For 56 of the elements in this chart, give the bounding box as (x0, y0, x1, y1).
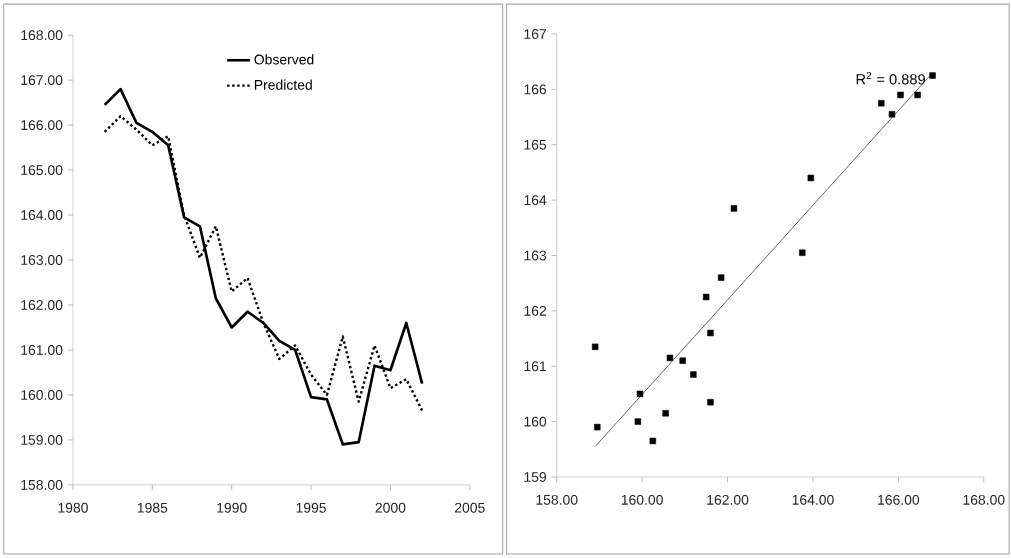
point (679, 357, 686, 364)
y-tick-label: 165 (524, 139, 547, 150)
x-tick-label: 1995 (296, 502, 326, 513)
y-tick-label: 166 (524, 84, 547, 95)
point (636, 390, 644, 398)
x-tick-label: 158.00 (536, 495, 578, 505)
y-tick-label: 161.00 (21, 345, 63, 355)
point (707, 399, 714, 406)
y-tick-label: 164 (524, 195, 547, 206)
y-tick-label: 161 (524, 361, 547, 372)
point (591, 343, 599, 351)
point (807, 174, 815, 182)
x-tick-label: 1990 (217, 502, 247, 513)
point (888, 111, 896, 118)
x-tick-label: 1980 (58, 502, 88, 513)
point (662, 410, 669, 417)
point (634, 418, 642, 425)
y-tick-label: 167 (524, 29, 546, 40)
y-tick-label: 159 (524, 472, 547, 482)
point (594, 424, 601, 431)
point (799, 249, 806, 256)
x-tick-label: 160.00 (621, 495, 663, 505)
y-tick-label: 166.00 (21, 120, 63, 131)
y-tick-label: 158.00 (21, 480, 63, 490)
legend-label: Observed (254, 54, 314, 65)
x-tick-label: 2005 (454, 502, 485, 513)
point (649, 437, 656, 445)
x-tick-label: 166.00 (878, 495, 920, 505)
x-tick-label: 168.00 (963, 495, 1005, 505)
y-tick-label: 162.00 (21, 300, 63, 311)
y-tick-label: 160.00 (21, 390, 63, 400)
x-tick-label: 2000 (375, 502, 406, 513)
point (914, 91, 921, 99)
legend-label: Predicted (254, 79, 312, 90)
y-tick-label: 159.00 (21, 435, 63, 445)
y-tick-label: 163 (524, 250, 547, 261)
y-tick-label: 162 (524, 306, 546, 316)
y-tick-label: 167.00 (21, 75, 63, 86)
point (929, 72, 936, 79)
point (690, 371, 697, 378)
point (897, 91, 904, 99)
y-tick-label: 164.00 (21, 210, 63, 221)
point (730, 205, 738, 212)
annotation: R$^{2}$ = 0.889 (856, 71, 925, 85)
x-tick-label: 1985 (137, 502, 168, 513)
point (703, 293, 710, 301)
y-tick-label: 168.00 (21, 30, 63, 41)
point (717, 274, 725, 281)
y-tick-label: 163.00 (21, 255, 63, 266)
point (666, 354, 674, 362)
y-tick-label: 165.00 (21, 165, 63, 176)
point (878, 100, 885, 107)
point (707, 329, 714, 337)
x-tick-label: 162.00 (707, 495, 749, 505)
y-tick-label: 160 (524, 416, 547, 427)
x-tick-label: 164.00 (792, 495, 834, 505)
